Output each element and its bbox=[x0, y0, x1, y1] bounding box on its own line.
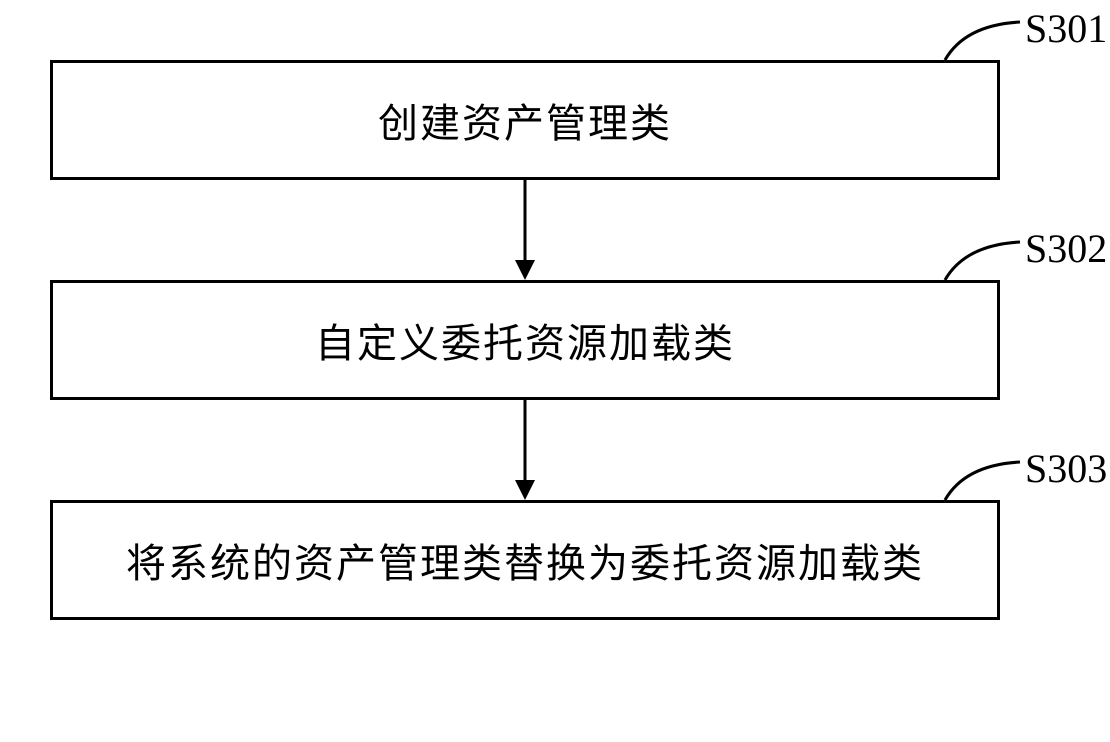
arrow-s301-s302 bbox=[510, 180, 540, 280]
label-curve-s303 bbox=[930, 450, 1040, 510]
label-curve-s301 bbox=[930, 10, 1040, 70]
flow-step-s303: 将系统的资产管理类替换为委托资源加载类 bbox=[50, 500, 1000, 620]
flow-step-s301: 创建资产管理类 bbox=[50, 60, 1000, 180]
flow-step-text: 创建资产管理类 bbox=[378, 91, 672, 149]
flow-step-s302: 自定义委托资源加载类 bbox=[50, 280, 1000, 400]
step-label-s301: S301 bbox=[1025, 5, 1107, 52]
arrow-s302-s303 bbox=[510, 400, 540, 500]
step-label-s302: S302 bbox=[1025, 225, 1107, 272]
step-label-s303: S303 bbox=[1025, 445, 1107, 492]
flow-step-text: 自定义委托资源加载类 bbox=[315, 311, 735, 369]
flow-step-text: 将系统的资产管理类替换为委托资源加载类 bbox=[126, 531, 924, 589]
label-curve-s302 bbox=[930, 230, 1040, 290]
